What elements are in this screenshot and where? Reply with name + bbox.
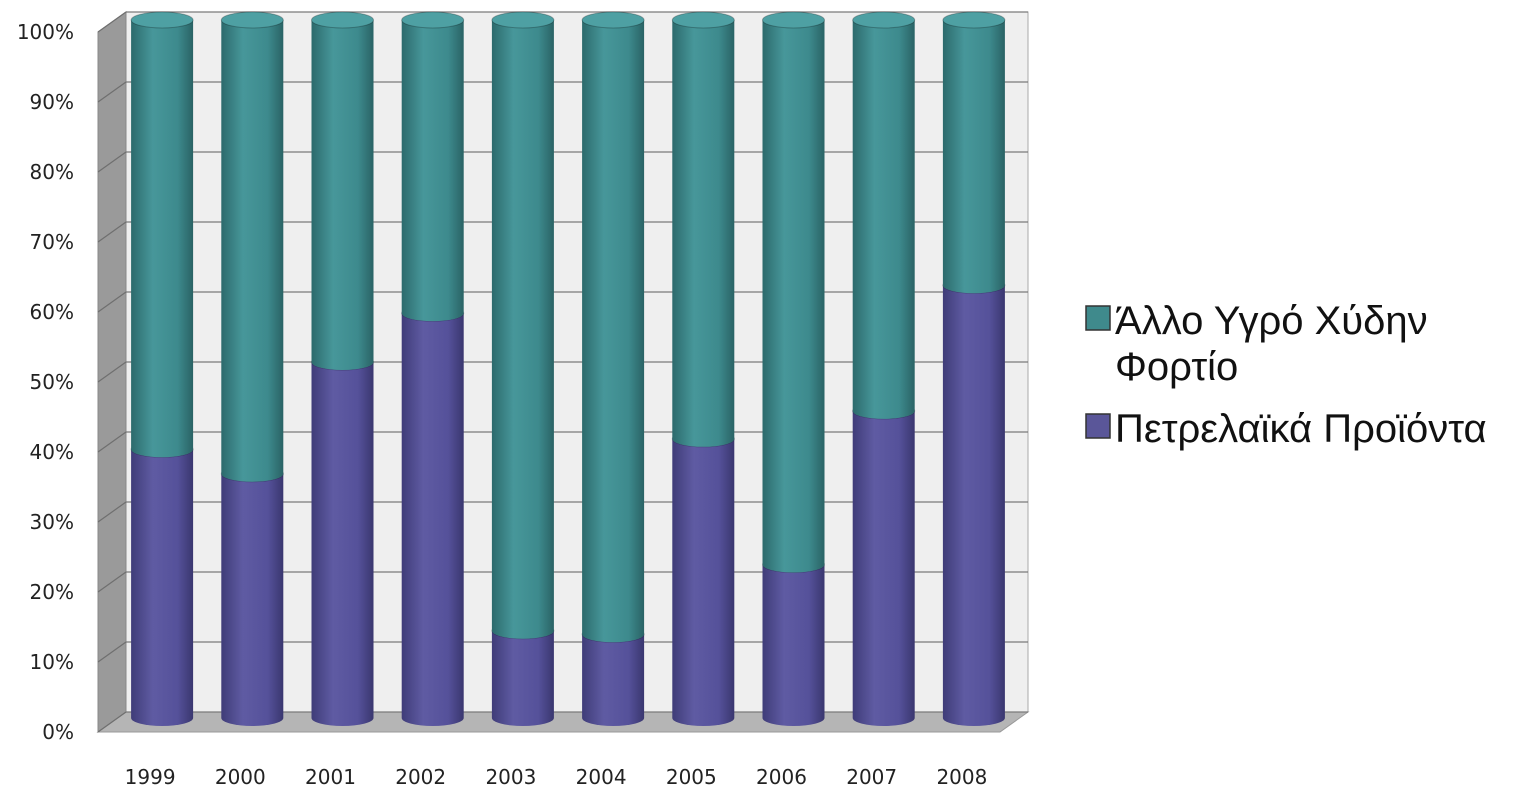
bar-cap [762,11,825,29]
bar-Πετρελαϊκά Προϊόντα-2007 [852,410,915,726]
bar-Άλλο Υγρό Χύδην Φορτίο-2006 [762,20,825,573]
bar-cap [311,11,374,29]
legend-label: Φορτίο [1115,345,1238,389]
gridline-side [97,711,127,733]
bar-Άλλο Υγρό Χύδην Φορτίο-2004 [582,20,645,643]
bar-Άλλο Υγρό Χύδην Φορτίο-1999 [131,20,194,458]
bar-Πετρελαϊκά Προϊόντα-2002 [401,313,464,726]
bar-Πετρελαϊκά Προϊόντα-2004 [582,634,645,726]
bar-Άλλο Υγρό Χύδην Φορτίο-2002 [401,20,464,322]
x-tick-label: 2007 [846,765,897,789]
gridline-side [97,291,127,313]
bar-cap [852,11,916,29]
y-tick-label: 100% [17,20,74,44]
bar-cap [401,11,465,29]
x-tick-label: 1999 [125,765,176,789]
gridline-side [97,151,127,173]
y-tick-label: 30% [30,510,74,534]
bar-cap [581,11,645,29]
bar-Άλλο Υγρό Χύδην Φορτίο-2005 [672,20,735,447]
x-tick-label: 2000 [215,765,266,789]
x-tick-label: 2003 [485,765,536,789]
x-tick-label: 2005 [666,765,717,789]
gridline-side [97,81,127,103]
bar-Πετρελαϊκά Προϊόντα-2000 [221,473,284,726]
x-tick-label: 2006 [756,765,807,789]
legend-label: Πετρελαϊκά Προϊόντα [1115,407,1487,451]
x-tick-label: 2008 [936,765,987,789]
gridline-side [97,501,127,523]
gridline-side [97,571,127,593]
y-tick-label: 80% [30,160,74,184]
gridline-side [97,361,127,383]
bar-Άλλο Υγρό Χύδην Φορτίο-2003 [491,20,554,639]
bar-Πετρελαϊκά Προϊόντα-2005 [672,438,735,726]
x-tick-label: 2004 [576,765,627,789]
bar-Άλλο Υγρό Χύδην Φορτίο-2001 [311,20,374,371]
y-tick-label: 70% [30,230,74,254]
bar-Πετρελαϊκά Προϊόντα-2008 [942,285,1005,726]
bar-Πετρελαϊκά Προϊόντα-2006 [762,564,825,726]
legend-label: Άλλο Υγρό Χύδην [1115,299,1428,343]
bar-cap [130,11,194,29]
gridline-side [97,641,127,663]
bar-Πετρελαϊκά Προϊόντα-2003 [491,630,554,726]
bar-Πετρελαϊκά Προϊόντα-1999 [131,449,194,726]
bar-cap [671,11,735,29]
y-tick-label: 40% [30,440,74,464]
legend-swatch [1085,305,1111,331]
gridline-side [97,221,127,243]
y-tick-label: 90% [30,90,74,114]
bar-Άλλο Υγρό Χύδην Φορτίο-2000 [221,20,284,482]
y-tick-label: 20% [30,580,74,604]
bar-cap [220,11,284,29]
gridline-side [97,11,127,33]
y-tick-label: 60% [30,300,74,324]
x-tick-label: 2001 [305,765,356,789]
bar-cap [491,11,555,29]
x-tick-label: 2002 [395,765,446,789]
y-tick-label: 50% [30,370,74,394]
legend-swatch [1085,413,1111,439]
y-tick-label: 0% [42,720,74,744]
bar-Άλλο Υγρό Χύδην Φορτίο-2007 [852,20,915,419]
gridline-side [97,431,127,453]
bar-Άλλο Υγρό Χύδην Φορτίο-2008 [942,20,1005,294]
bar-Πετρελαϊκά Προϊόντα-2001 [311,362,374,726]
bar-cap [942,11,1006,29]
y-tick-label: 10% [30,650,74,674]
